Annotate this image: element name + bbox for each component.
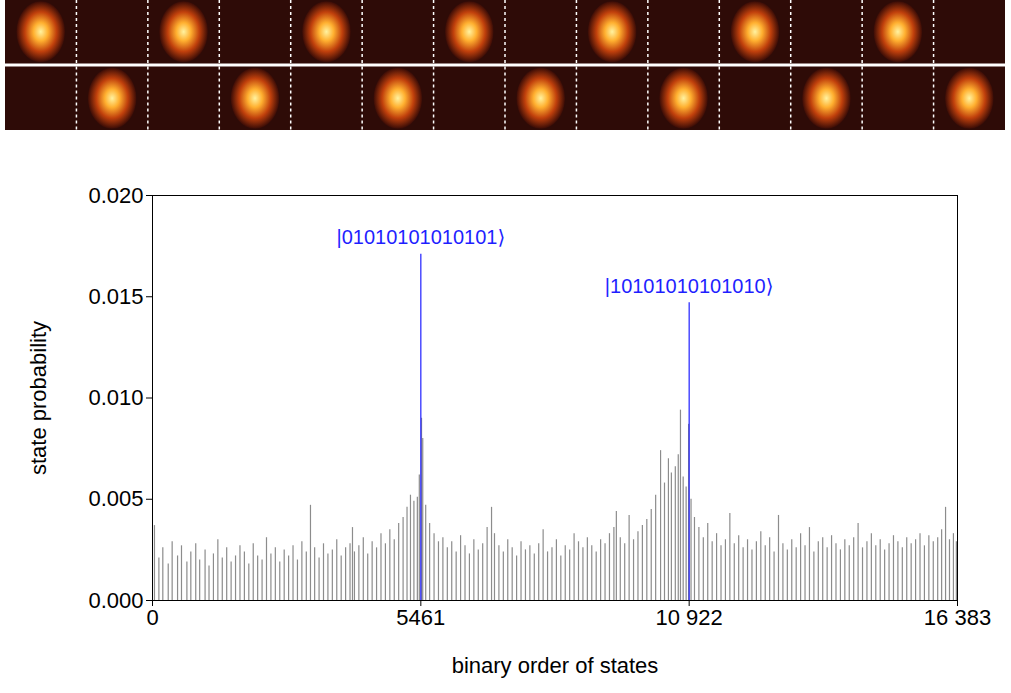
svg-text:0.020: 0.020 <box>88 183 143 208</box>
svg-text:0.005: 0.005 <box>88 486 143 511</box>
svg-text:0: 0 <box>146 605 158 630</box>
svg-text:binary order of states: binary order of states <box>452 653 659 678</box>
svg-text:16 383: 16 383 <box>924 605 991 630</box>
svg-text:10 922: 10 922 <box>656 605 723 630</box>
svg-text:state probability: state probability <box>26 321 51 475</box>
svg-text:|01010101010101⟩: |01010101010101⟩ <box>336 226 505 248</box>
svg-text:|10101010101010⟩: |10101010101010⟩ <box>605 275 774 297</box>
svg-text:0.010: 0.010 <box>88 385 143 410</box>
svg-text:0.015: 0.015 <box>88 284 143 309</box>
svg-text:5461: 5461 <box>396 605 445 630</box>
svg-text:0.000: 0.000 <box>88 588 143 613</box>
